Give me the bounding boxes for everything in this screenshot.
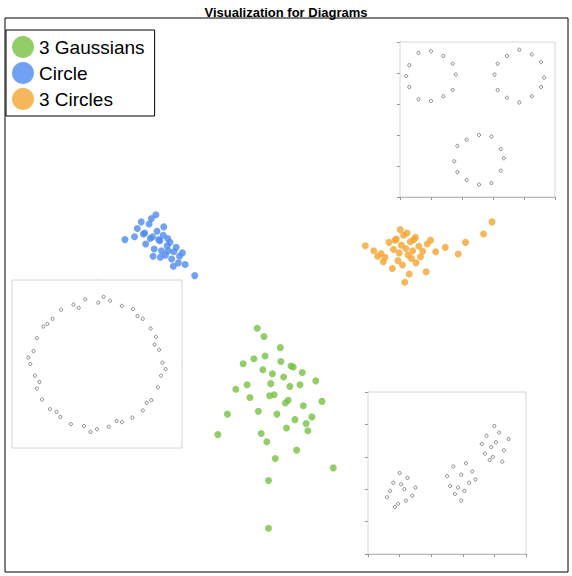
svg-text:3 Circles: 3 Circles (39, 89, 113, 110)
svg-text:Circle: Circle (39, 63, 88, 84)
svg-text:Visualization for Diagrams: Visualization for Diagrams (204, 5, 367, 20)
svg-text:3 Gaussians: 3 Gaussians (39, 37, 145, 58)
